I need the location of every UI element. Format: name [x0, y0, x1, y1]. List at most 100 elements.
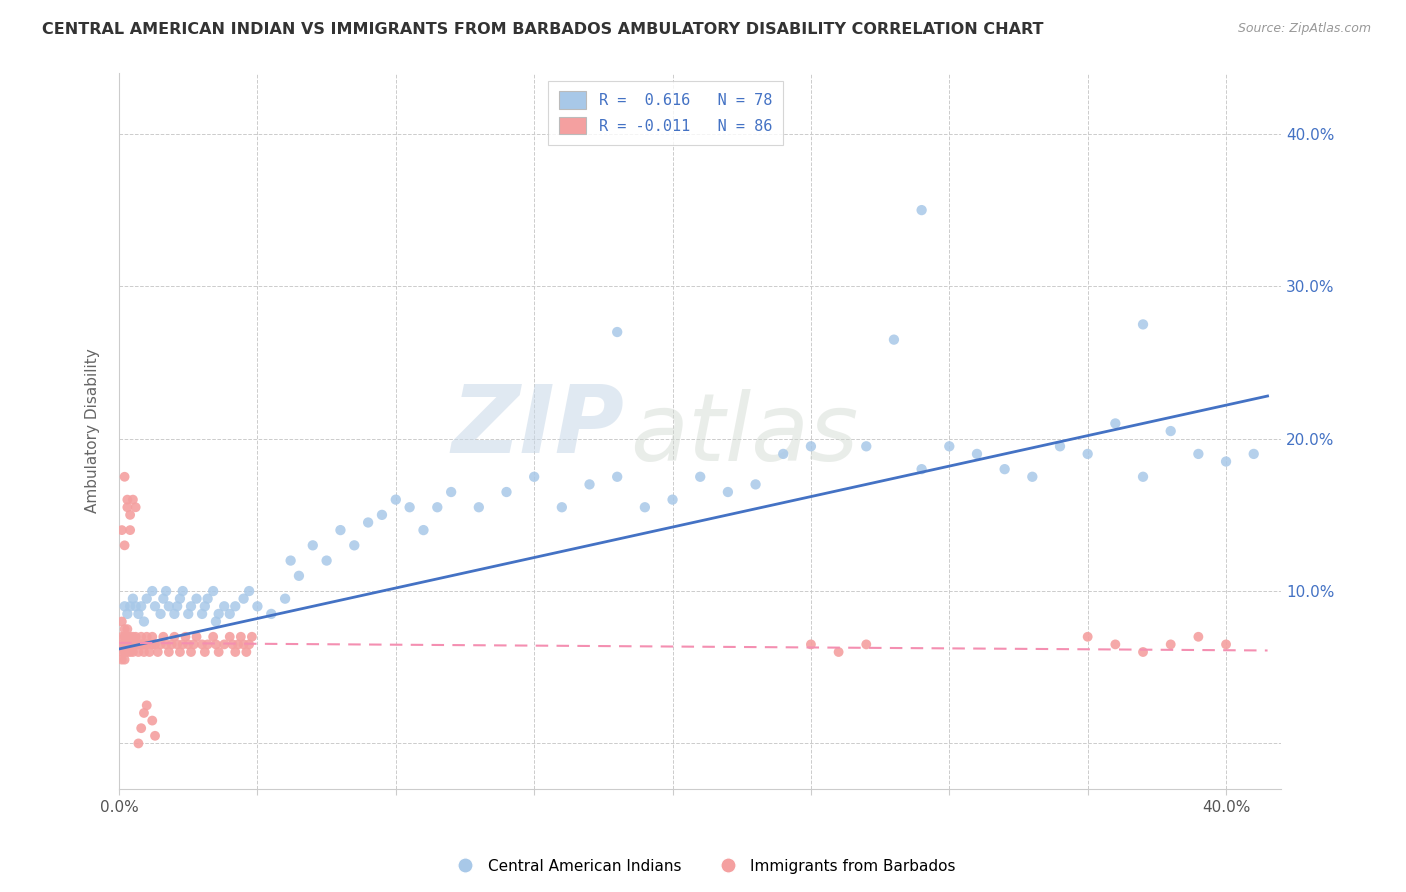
Point: [212, 599, 235, 614]
Point: [827, 645, 849, 659]
Point: [114, 630, 136, 644]
Point: [440, 485, 463, 500]
Point: [232, 591, 254, 606]
Point: [127, 637, 149, 651]
Point: [910, 203, 932, 218]
Point: [288, 569, 311, 583]
Point: [1104, 417, 1126, 431]
Point: [157, 599, 180, 614]
Point: [129, 721, 152, 735]
Point: [122, 645, 145, 659]
Point: [186, 591, 208, 606]
Point: [180, 599, 202, 614]
Point: [111, 645, 134, 659]
Point: [1132, 470, 1154, 484]
Point: [117, 622, 139, 636]
Point: [1243, 447, 1265, 461]
Point: [238, 637, 260, 651]
Point: [166, 599, 188, 614]
Point: [578, 477, 600, 491]
Point: [117, 630, 139, 644]
Point: [1132, 645, 1154, 659]
Point: [117, 607, 139, 621]
Point: [606, 325, 628, 339]
Point: [135, 630, 157, 644]
Point: [111, 630, 134, 644]
Point: [218, 607, 240, 621]
Point: [398, 500, 420, 515]
Point: [938, 439, 960, 453]
Point: [141, 714, 163, 728]
Point: [1187, 447, 1209, 461]
Text: ZIP: ZIP: [451, 382, 624, 474]
Point: [141, 584, 163, 599]
Y-axis label: Ambulatory Disability: Ambulatory Disability: [86, 349, 100, 514]
Point: [218, 630, 240, 644]
Point: [122, 492, 145, 507]
Point: [689, 470, 711, 484]
Point: [152, 630, 174, 644]
Point: [371, 508, 394, 522]
Point: [197, 591, 219, 606]
Point: [205, 615, 228, 629]
Point: [191, 637, 214, 651]
Point: [426, 500, 449, 515]
Point: [551, 500, 574, 515]
Point: [994, 462, 1017, 476]
Point: [124, 637, 146, 651]
Point: [240, 630, 263, 644]
Point: [301, 538, 323, 552]
Point: [224, 599, 246, 614]
Point: [169, 591, 191, 606]
Point: [129, 630, 152, 644]
Point: [111, 615, 134, 629]
Point: [120, 599, 142, 614]
Point: [883, 333, 905, 347]
Point: [114, 622, 136, 636]
Point: [1021, 470, 1043, 484]
Point: [1215, 637, 1237, 651]
Point: [197, 637, 219, 651]
Point: [800, 637, 823, 651]
Point: [180, 645, 202, 659]
Point: [135, 637, 157, 651]
Point: [177, 607, 200, 621]
Point: [246, 599, 269, 614]
Point: [226, 637, 249, 651]
Point: [114, 470, 136, 484]
Point: [910, 462, 932, 476]
Point: [135, 591, 157, 606]
Point: [149, 607, 172, 621]
Point: [143, 599, 166, 614]
Point: [117, 500, 139, 515]
Point: [194, 645, 217, 659]
Point: [495, 485, 517, 500]
Text: CENTRAL AMERICAN INDIAN VS IMMIGRANTS FROM BARBADOS AMBULATORY DISABILITY CORREL: CENTRAL AMERICAN INDIAN VS IMMIGRANTS FR…: [42, 22, 1043, 37]
Point: [122, 630, 145, 644]
Point: [149, 637, 172, 651]
Point: [221, 637, 243, 651]
Point: [166, 637, 188, 651]
Point: [129, 599, 152, 614]
Point: [172, 584, 194, 599]
Point: [146, 645, 169, 659]
Point: [124, 599, 146, 614]
Point: [274, 591, 297, 606]
Text: atlas: atlas: [630, 389, 859, 480]
Point: [120, 630, 142, 644]
Point: [117, 645, 139, 659]
Point: [160, 637, 183, 651]
Point: [127, 645, 149, 659]
Point: [114, 637, 136, 651]
Point: [232, 637, 254, 651]
Point: [135, 698, 157, 713]
Point: [855, 637, 877, 651]
Point: [114, 645, 136, 659]
Point: [208, 607, 231, 621]
Point: [172, 637, 194, 651]
Point: [163, 607, 186, 621]
Point: [163, 630, 186, 644]
Point: [800, 439, 823, 453]
Point: [124, 500, 146, 515]
Point: [132, 637, 155, 651]
